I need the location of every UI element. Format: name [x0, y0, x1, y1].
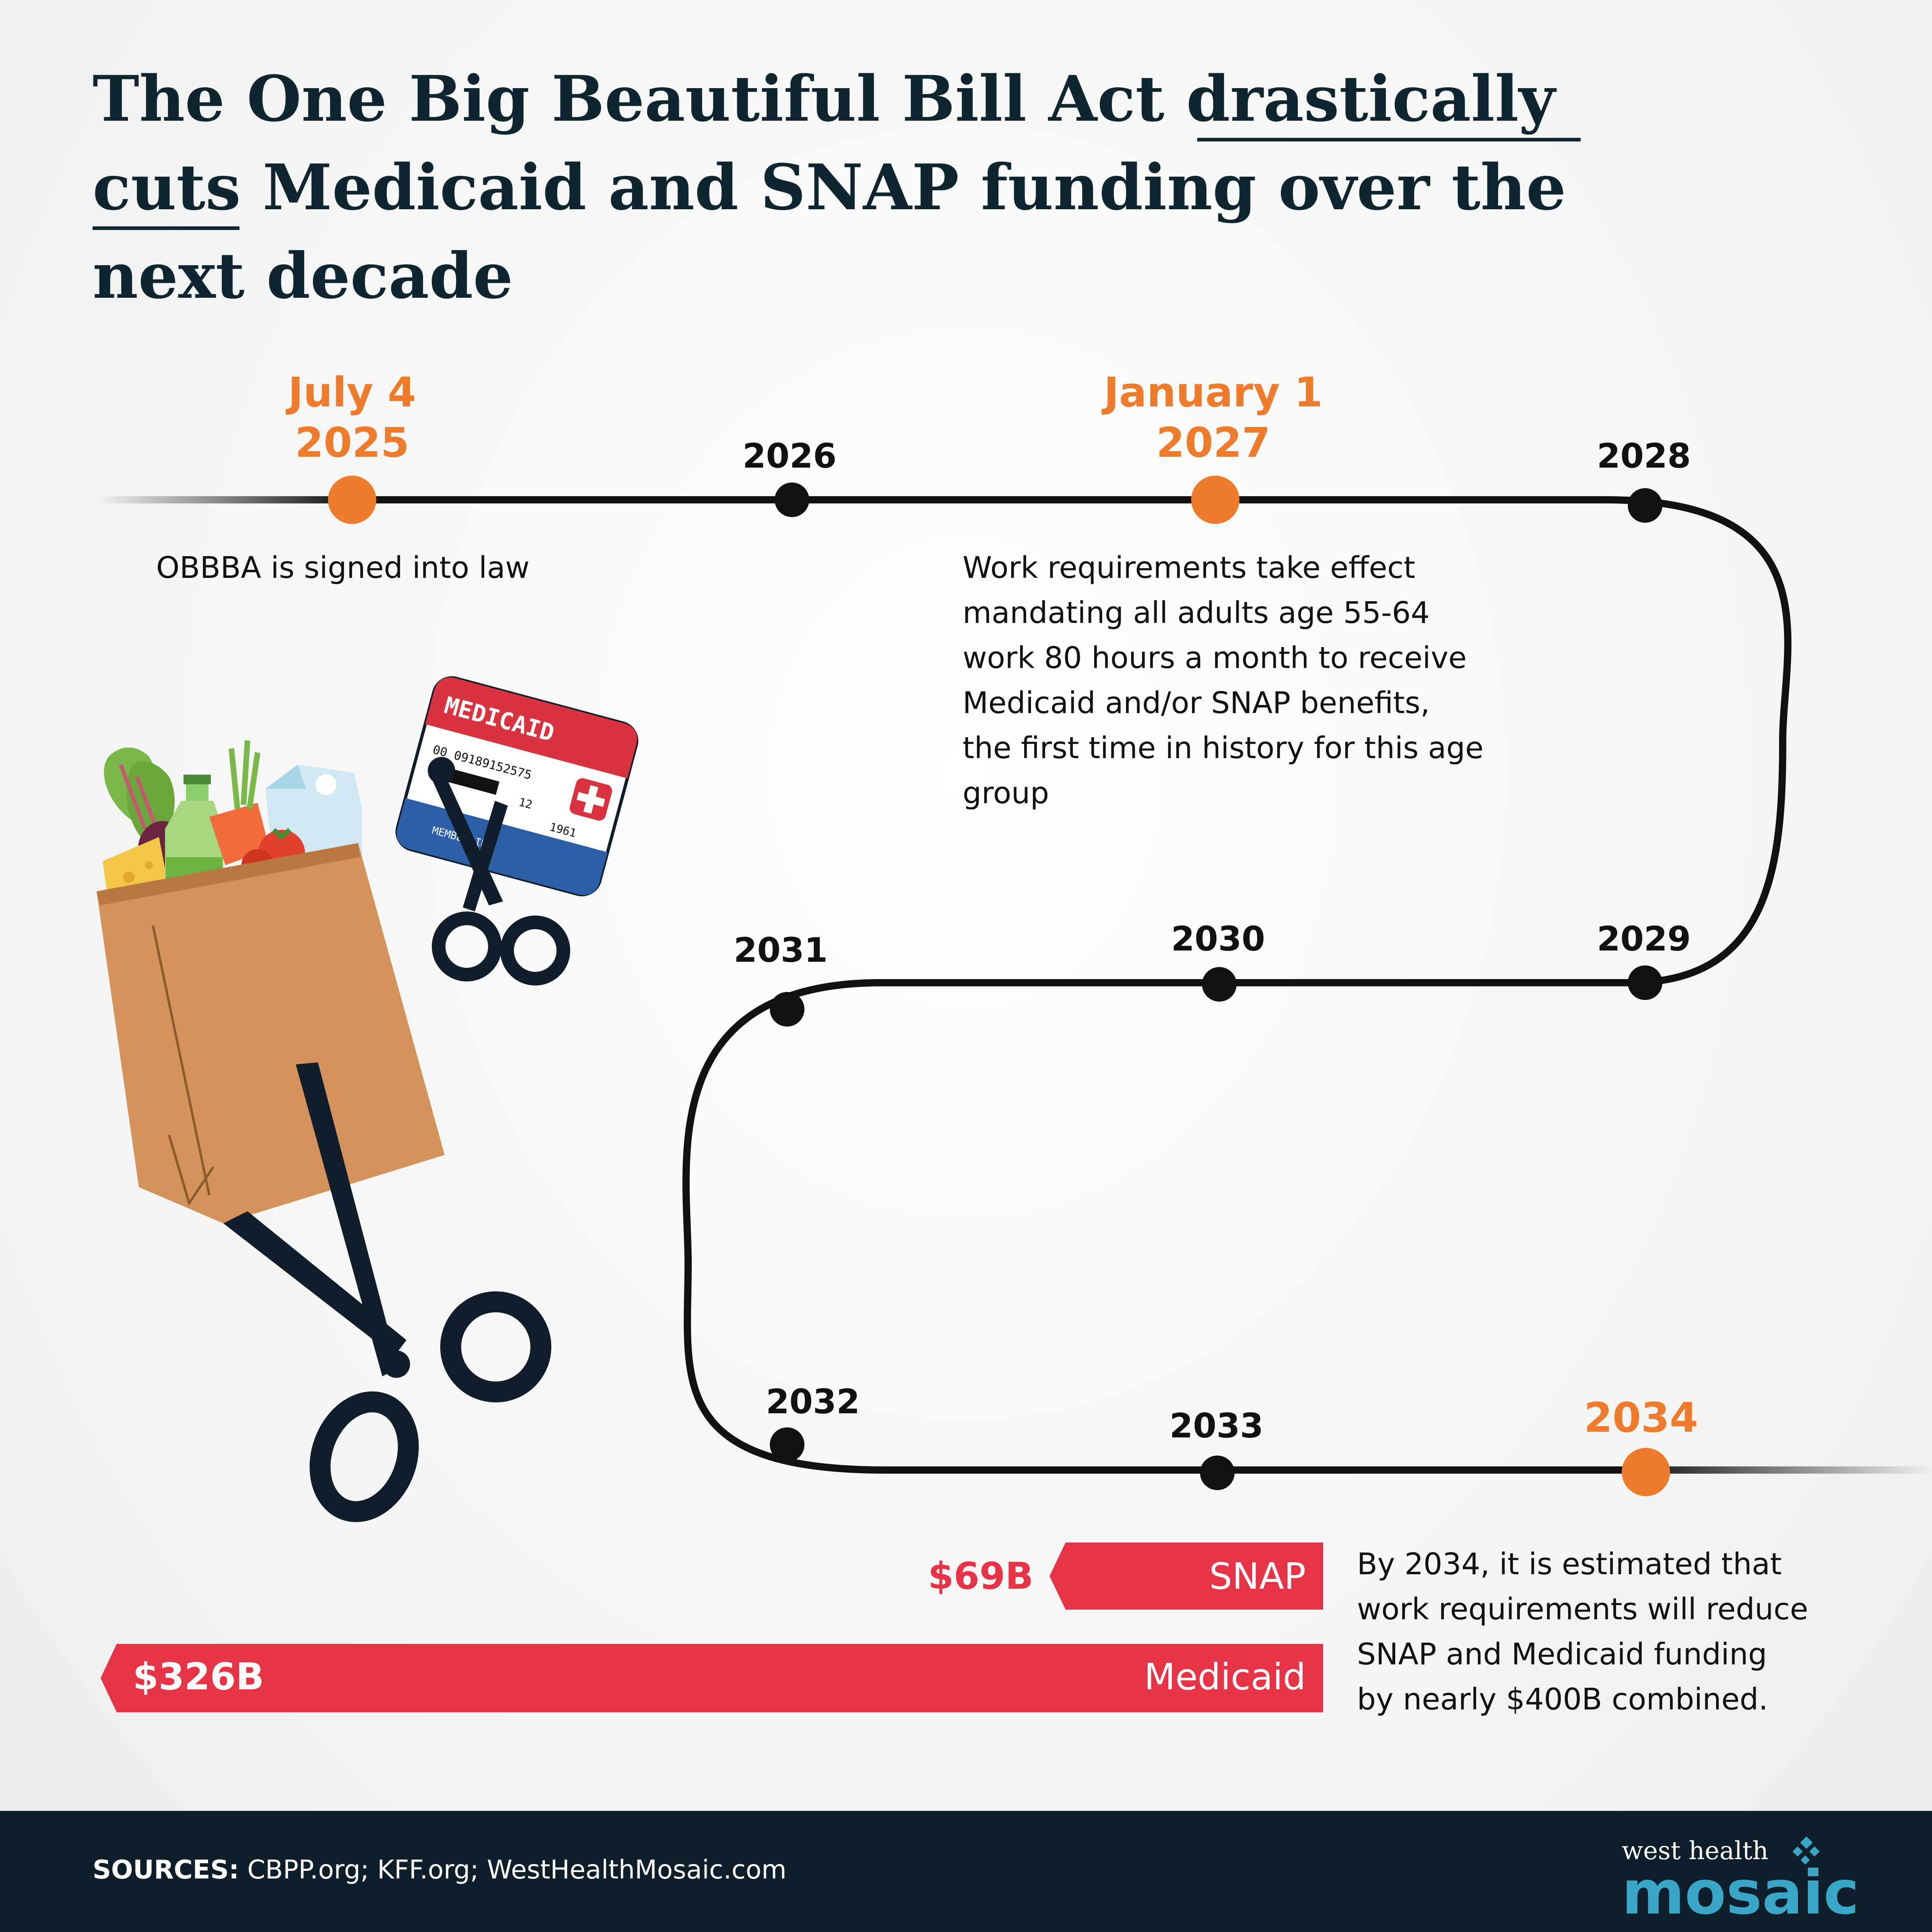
grocery-bag-illustration	[97, 740, 445, 1223]
svg-text:group: group	[963, 776, 1049, 810]
svg-text:By 2034, it is estimated that: By 2034, it is estimated that	[1357, 1547, 1782, 1581]
headline-line3: next decade	[93, 239, 513, 313]
milestone-2027-date: January 1	[1101, 369, 1323, 417]
footer: SOURCES: CBPP.org; KFF.org; WestHealthMo…	[0, 1811, 1932, 1932]
medicaid-bar: Medicaid $326B	[101, 1644, 1323, 1712]
timeline-node-2029	[1628, 965, 1662, 1000]
timeline-fade-start	[97, 496, 350, 503]
timeline-node-2027	[1191, 476, 1239, 524]
snap-bar-shape	[1050, 1542, 1323, 1610]
year-label-2032: 2032	[766, 1382, 860, 1421]
medicaid-card-illustration: MEDICAID 00 09189152575 12 1961 MEMBER I…	[395, 676, 639, 897]
svg-text:SNAP and Medicaid funding: SNAP and Medicaid funding	[1357, 1637, 1767, 1672]
timeline-node-2030	[1202, 967, 1237, 1002]
year-label-2029: 2029	[1597, 919, 1691, 959]
large-scissors-icon	[223, 1062, 551, 1522]
summary-text: By 2034, it is estimated that work requi…	[1357, 1547, 1808, 1717]
footer-background	[0, 1811, 1932, 1932]
timeline-node-2032	[770, 1427, 804, 1462]
year-label-2028: 2028	[1597, 436, 1691, 476]
svg-text:Work requirements take effect: Work requirements take effect	[963, 551, 1415, 585]
medicaid-bar-label: Medicaid	[1144, 1656, 1306, 1698]
svg-text:by nearly $400B combined.: by nearly $400B combined.	[1357, 1682, 1768, 1717]
small-scissors-icon	[428, 757, 570, 986]
footer-sources-label: SOURCES:	[93, 1855, 239, 1885]
medicaid-bar-value: $326B	[133, 1655, 264, 1698]
milestone-2027-year: 2027	[1156, 419, 1270, 467]
milestone-2027-text: Work requirements take effect mandating …	[963, 551, 1484, 810]
logo-top-text: west health	[1622, 1836, 1768, 1865]
headline-emphasis-cuts: cuts	[93, 151, 241, 224]
snap-bar-value: $69B	[928, 1555, 1033, 1598]
svg-text:Medicaid and/or SNAP benefits,: Medicaid and/or SNAP benefits,	[963, 686, 1430, 720]
milestone-2025-date: July 4	[286, 369, 417, 417]
funding-bars: SNAP $69B Medicaid $326B	[101, 1542, 1323, 1712]
west-health-mosaic-logo: west health mosaic	[1622, 1836, 1859, 1928]
timeline-node-2033	[1200, 1456, 1235, 1490]
snap-bar: SNAP $69B	[928, 1542, 1323, 1610]
timeline-node-2026	[775, 482, 809, 517]
svg-text:the first time in history for: the first time in history for this age	[963, 731, 1484, 765]
timeline-path	[97, 496, 1932, 1474]
year-label-2033: 2033	[1169, 1406, 1264, 1445]
footer-sources-list: CBPP.org; KFF.org; WestHealthMosaic.com	[239, 1855, 786, 1885]
timeline-node-2025	[328, 476, 376, 524]
headline-line2-b: Medicaid and SNAP funding over the	[241, 151, 1566, 224]
year-label-2030: 2030	[1171, 919, 1265, 959]
footer-sources: SOURCES: CBPP.org; KFF.org; WestHealthMo…	[93, 1855, 786, 1885]
headline-emphasis-drastically: drastically	[1186, 62, 1557, 136]
timeline-node-2031	[770, 992, 804, 1027]
snap-bar-label: SNAP	[1209, 1555, 1306, 1598]
timeline-fade-end	[1634, 1466, 1932, 1474]
year-label-2031: 2031	[734, 930, 828, 970]
logo-bottom-text: mosaic	[1622, 1858, 1859, 1928]
svg-text:cuts Medicaid and SNAP funding: cuts Medicaid and SNAP funding over the	[93, 151, 1566, 224]
diamond-icon	[1792, 1836, 1820, 1865]
medicaid-bar-shape	[101, 1644, 1323, 1712]
paper-bag-icon	[97, 843, 445, 1223]
year-label-2026: 2026	[742, 436, 837, 476]
headline-line1-a: The One Big Beautiful Bill Act	[93, 62, 1186, 136]
svg-text:work 80 hours a month to recei: work 80 hours a month to receive	[963, 641, 1467, 675]
milestone-2034-year: 2034	[1584, 1394, 1698, 1442]
svg-text:mandating all adults age 55-64: mandating all adults age 55-64	[963, 596, 1430, 630]
timeline-node-2034	[1622, 1448, 1670, 1496]
timeline-node-2028	[1628, 488, 1662, 523]
milestone-2025-text: OBBBA is signed into law	[156, 551, 530, 585]
svg-text:The One Big Beautiful Bill Act: The One Big Beautiful Bill Act drastical…	[93, 62, 1557, 136]
timeline-line	[350, 496, 1792, 1474]
milestone-2025-year: 2025	[295, 419, 409, 467]
svg-text:work requirements will reduce: work requirements will reduce	[1357, 1592, 1808, 1627]
headline: The One Big Beautiful Bill Act drastical…	[93, 62, 1581, 313]
